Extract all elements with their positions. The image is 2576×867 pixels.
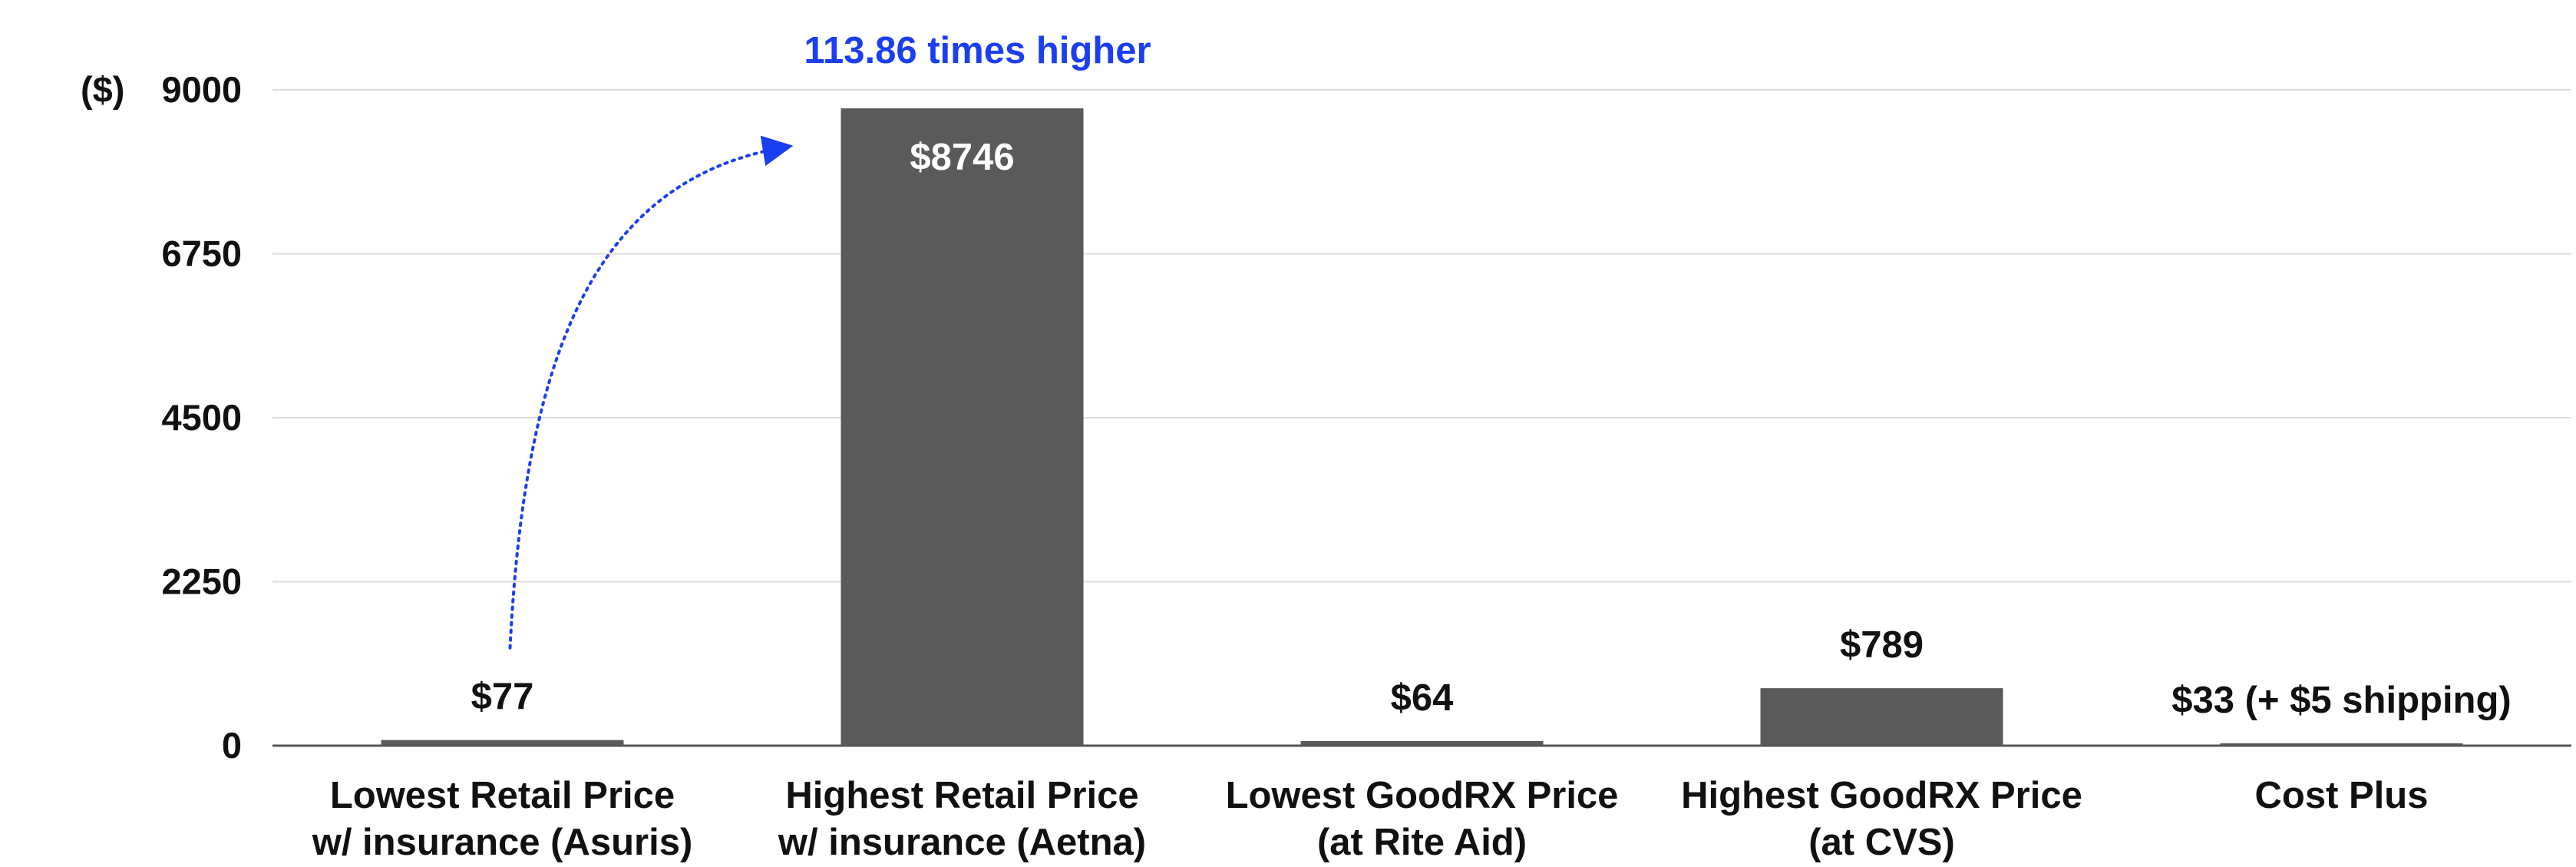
y-tick-label: 6750 xyxy=(161,233,242,274)
annotation-text: 113.86 times higher xyxy=(804,30,1151,71)
category-label: Lowest Retail Price xyxy=(330,775,675,816)
category-label: Cost Plus xyxy=(2255,775,2429,816)
data-label: $789 xyxy=(1840,624,1924,666)
data-label: $64 xyxy=(1391,677,1454,719)
y-tick-label: 9000 xyxy=(161,69,242,110)
bar xyxy=(1760,688,2003,746)
annotation-arrow xyxy=(508,135,794,650)
y-unit-label: ($) xyxy=(81,69,124,110)
y-tick-label: 4500 xyxy=(161,397,242,438)
data-label: $77 xyxy=(471,677,534,718)
y-tick-label: 2250 xyxy=(161,561,242,602)
category-label: w/ insurance (Asuris) xyxy=(312,822,693,863)
bar xyxy=(381,740,624,746)
data-label: $8746 xyxy=(910,137,1014,178)
bar xyxy=(1300,740,1544,746)
data-label: $33 (+ $5 shipping) xyxy=(2171,680,2511,721)
y-tick-label: 0 xyxy=(222,725,242,766)
category-label: (at Rite Aid) xyxy=(1317,822,1527,863)
category-label: (at CVS) xyxy=(1808,822,1955,863)
category-label: Lowest GoodRX Price xyxy=(1226,775,1619,816)
bar xyxy=(841,108,1084,746)
category-label: w/ insurance (Aetna) xyxy=(778,822,1146,863)
category-label: Highest Retail Price xyxy=(785,775,1138,816)
category-label: Highest GoodRX Price xyxy=(1681,775,2082,816)
bar xyxy=(2220,743,2463,746)
